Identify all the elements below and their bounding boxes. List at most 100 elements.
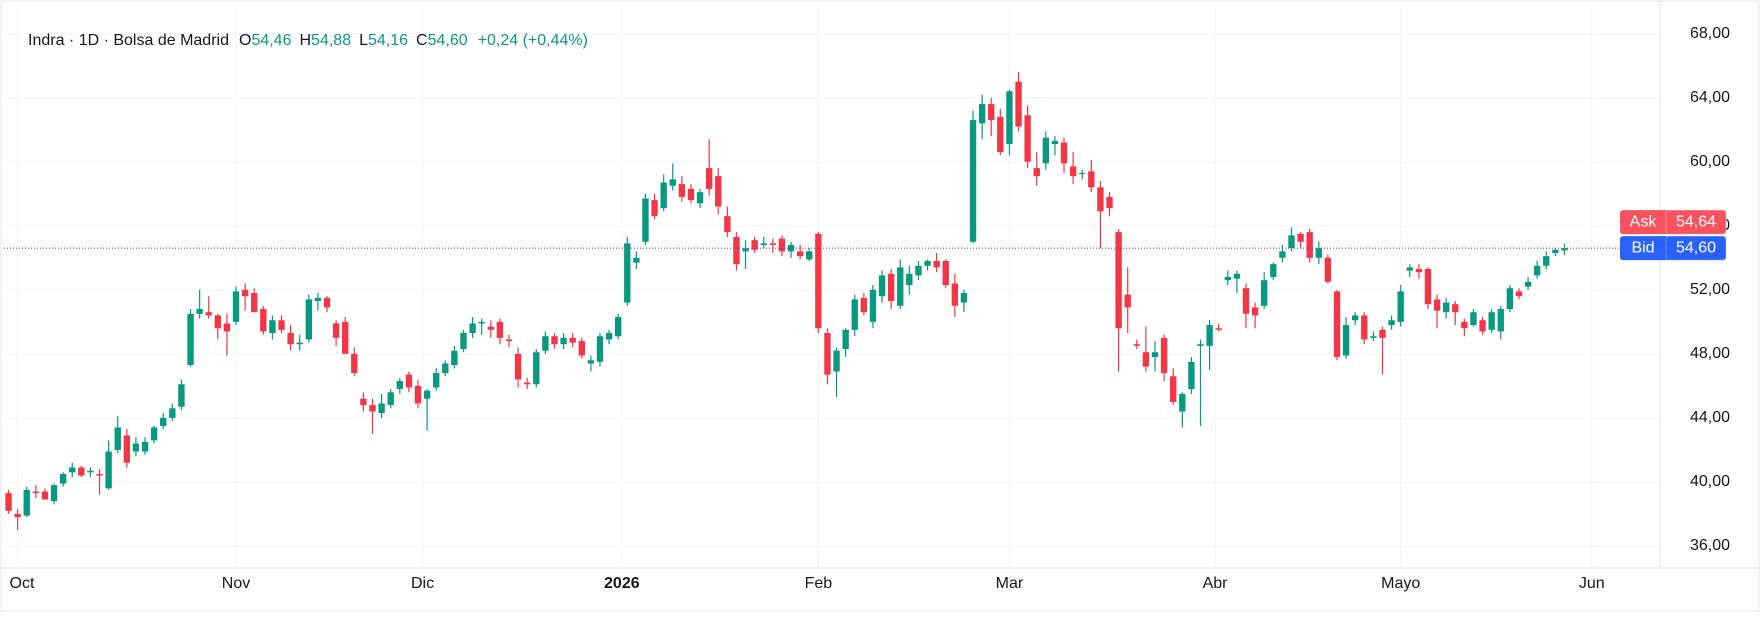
candle-body — [205, 312, 212, 316]
candle-body — [1433, 299, 1441, 311]
candle-body — [778, 238, 786, 252]
candle-body — [1315, 248, 1322, 258]
candle-body — [342, 321, 349, 354]
candle-body — [1242, 288, 1250, 314]
candle-body — [1497, 309, 1504, 332]
candle-body — [742, 248, 749, 252]
candle-body — [23, 489, 30, 516]
bid-badge-value-bg — [1665, 235, 1727, 261]
candle-body — [460, 333, 467, 350]
candle-body — [1461, 321, 1468, 329]
y-tick-label: 36,00 — [1690, 537, 1730, 554]
candle-body — [1306, 232, 1313, 258]
x-tick-label: 2026 — [604, 575, 640, 592]
candle-body — [150, 427, 158, 441]
candle-body — [1552, 249, 1559, 253]
candle-body — [887, 273, 895, 302]
candle-body — [1069, 166, 1077, 177]
candle-body — [1324, 257, 1332, 282]
candle-body — [223, 323, 231, 332]
x-tick-label: Mar — [996, 575, 1024, 592]
ohlc-value: 54,60 — [428, 32, 468, 49]
candle-body — [1033, 168, 1040, 177]
candle-body — [141, 441, 149, 452]
candle-body — [1543, 256, 1550, 266]
candle-body — [1342, 325, 1350, 356]
candle-body — [78, 467, 85, 476]
candle-body — [114, 427, 121, 450]
candle-body — [1042, 137, 1050, 164]
candle-body — [1106, 196, 1113, 209]
candle-body — [806, 251, 813, 260]
candle-body — [605, 333, 613, 340]
candle-body — [314, 297, 322, 302]
candle-body — [660, 182, 667, 209]
candle-body — [824, 333, 831, 375]
candle-body — [1533, 265, 1541, 276]
x-tick-label: Jun — [1579, 575, 1605, 592]
candle-body — [715, 176, 722, 207]
candle-body — [251, 293, 258, 313]
candle-body — [524, 382, 531, 385]
candle-body — [1370, 336, 1377, 338]
candle-body — [842, 329, 849, 350]
ohlc-key: O — [239, 32, 251, 49]
candle-body — [1415, 268, 1423, 273]
ohlc-key: C — [416, 32, 428, 49]
candle-body — [59, 473, 67, 484]
candle-body — [1251, 307, 1259, 316]
candle-body — [160, 417, 167, 426]
ask-label: Ask — [1630, 213, 1658, 230]
candle-body — [724, 216, 731, 233]
candle-body — [1160, 337, 1168, 374]
candle-body — [1424, 268, 1432, 305]
candle-body — [1561, 248, 1568, 251]
candle-body — [1506, 288, 1514, 310]
candle-body — [323, 297, 331, 308]
candle-body — [1170, 376, 1177, 402]
candle-body — [1397, 291, 1404, 322]
candle-body — [997, 116, 1004, 153]
candle-body — [505, 339, 513, 342]
candle-body — [1406, 267, 1413, 271]
candle-body — [1215, 328, 1222, 330]
y-tick-label: 68,00 — [1690, 25, 1730, 42]
candle-body — [1179, 393, 1186, 412]
ask-badge-value-bg — [1665, 209, 1727, 235]
candle-body — [969, 120, 977, 242]
candle-body — [1452, 304, 1459, 313]
candle-body — [132, 443, 140, 452]
candle-body — [423, 390, 431, 399]
candle-body — [787, 244, 795, 252]
candle-body — [596, 336, 604, 362]
candle-body — [187, 313, 194, 366]
candle-body — [1524, 281, 1532, 287]
candle-body — [87, 470, 94, 473]
candle-body — [32, 491, 40, 494]
candle-body — [951, 283, 959, 306]
candle-body — [651, 200, 658, 217]
candle-body — [1261, 280, 1268, 306]
candle-body — [878, 275, 886, 297]
candle-body — [405, 374, 413, 388]
candle-body — [1133, 344, 1140, 346]
candle-body — [1015, 81, 1022, 127]
candle-body — [751, 240, 758, 250]
candle-body — [433, 373, 440, 388]
candle-body — [1151, 352, 1159, 358]
ask-value: 54,64 — [1676, 213, 1716, 230]
candle-body — [1060, 142, 1068, 164]
symbol: Indra · 1D · Bolsa de Madrid — [28, 32, 229, 49]
x-tick-label: Feb — [805, 575, 833, 592]
candle-body — [232, 291, 240, 322]
x-tick-label: Mayo — [1381, 575, 1420, 592]
candle-body — [1233, 273, 1241, 279]
candle-body — [1279, 251, 1286, 258]
candle-body — [988, 104, 995, 121]
candle-body — [1188, 361, 1195, 390]
candle-body — [869, 289, 877, 322]
y-tick-label: 60,00 — [1690, 153, 1730, 170]
